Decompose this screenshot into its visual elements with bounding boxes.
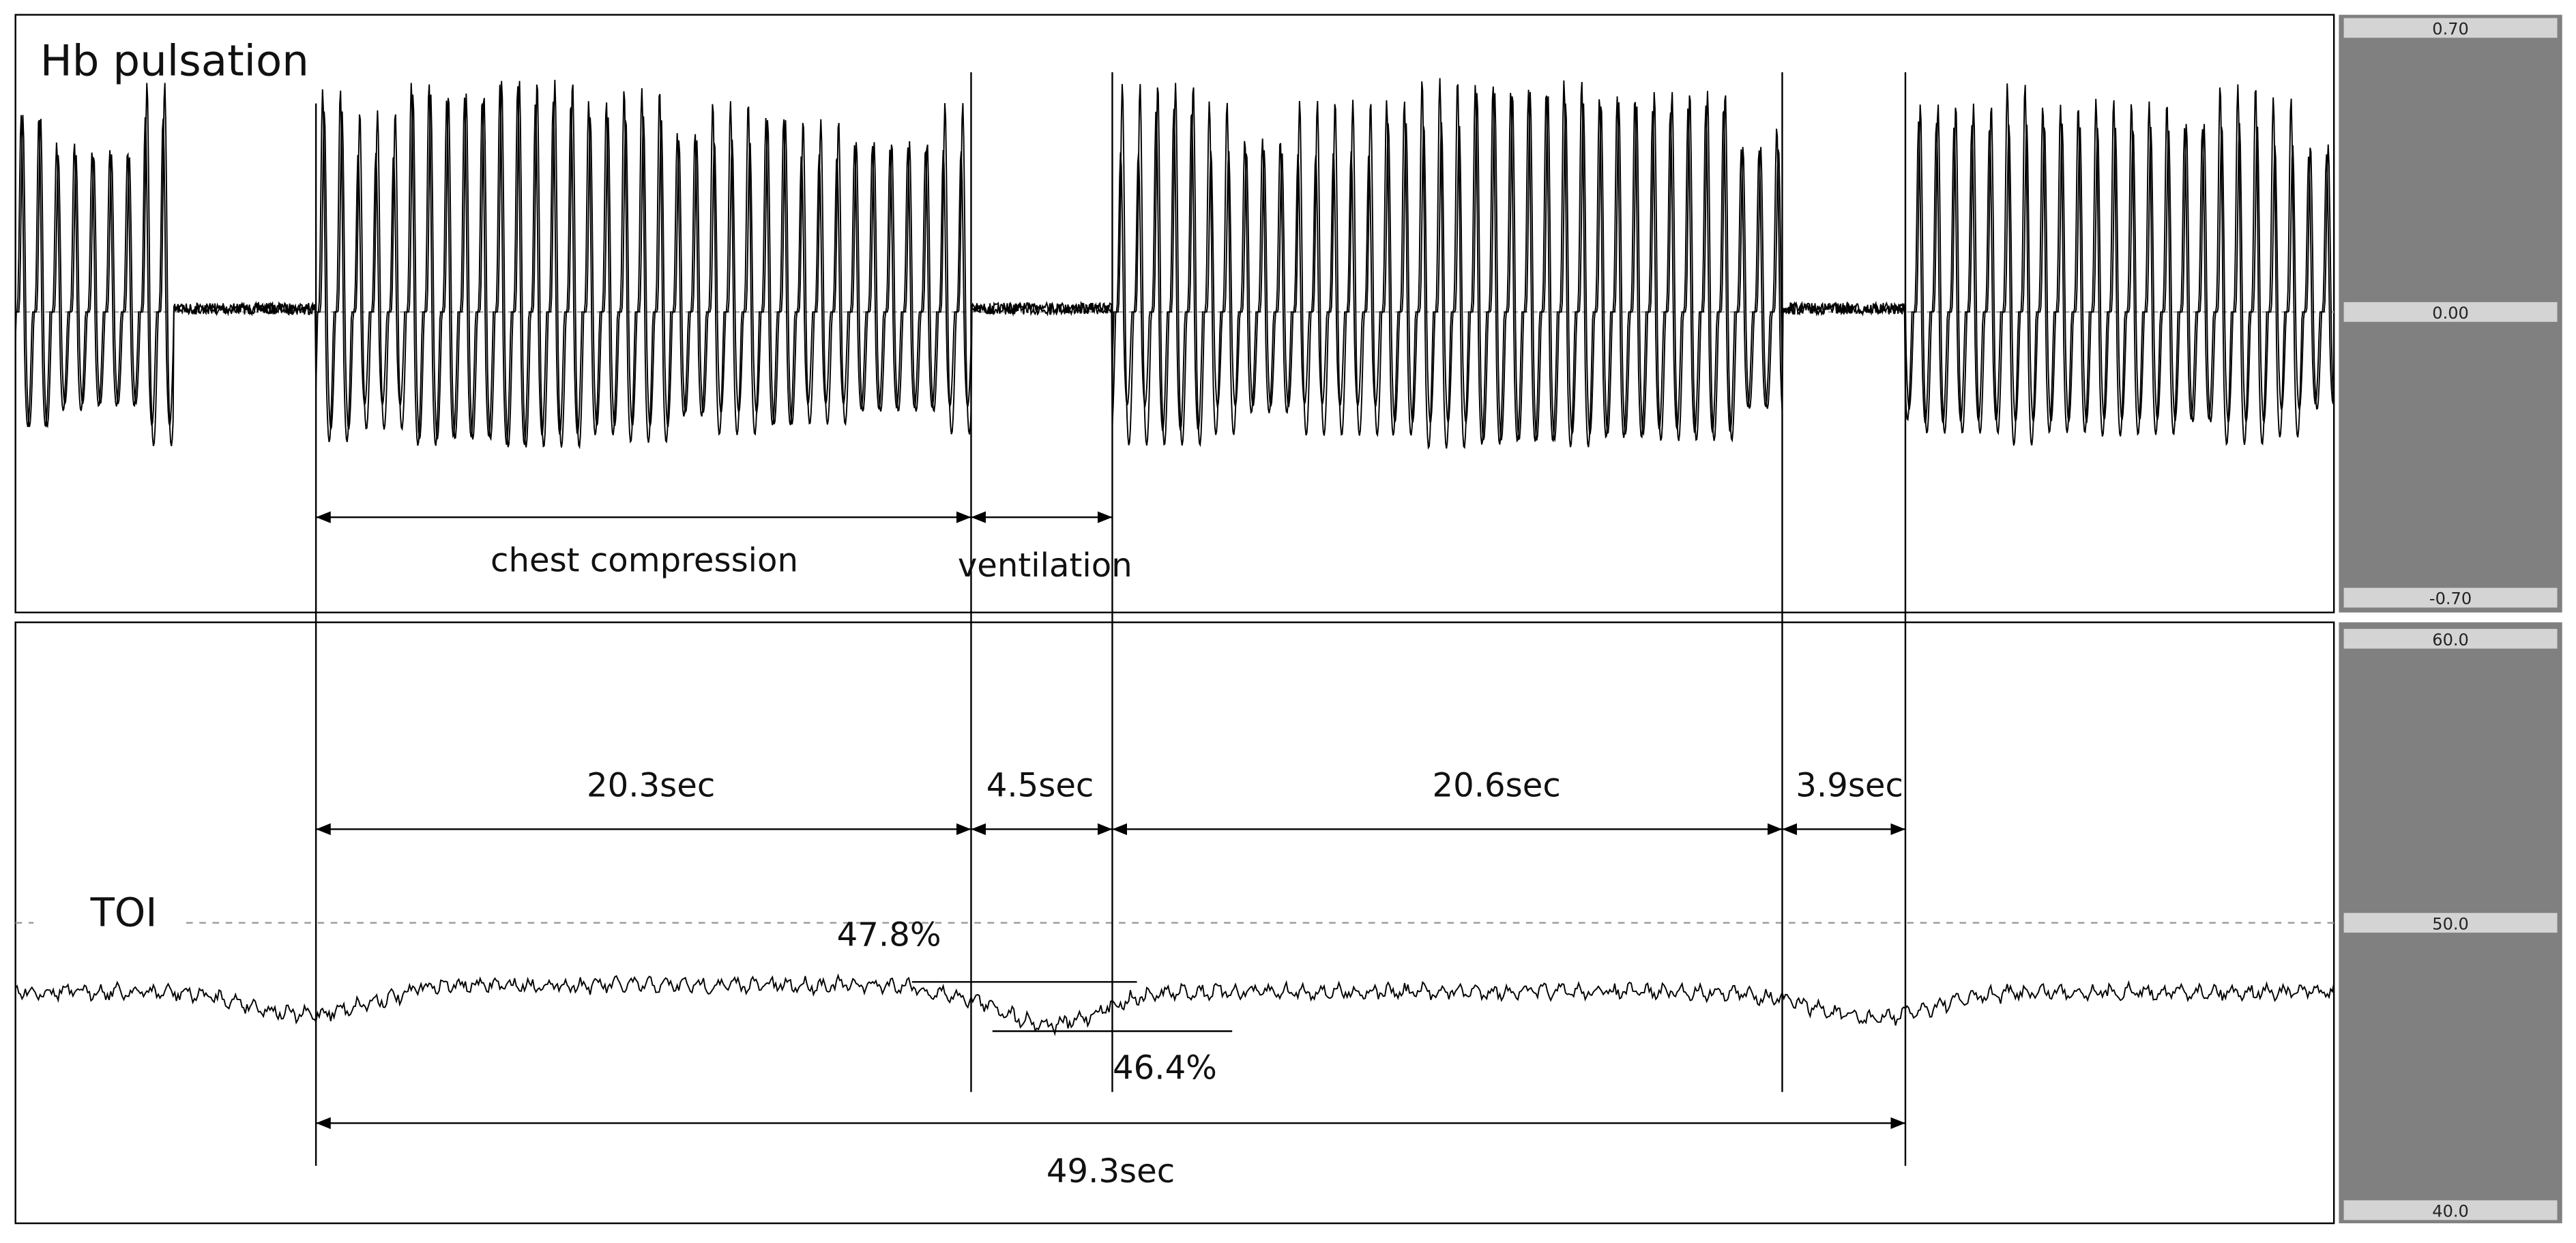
scale-label: 40.0 [2432, 1201, 2469, 1220]
level: 47.8% [837, 916, 941, 954]
scale-label: 50.0 [2432, 914, 2469, 933]
duration: 49.3sec [1046, 1152, 1175, 1190]
duration: 20.6sec [1433, 766, 1561, 804]
scale-panels [2339, 14, 2562, 1224]
duration: 20.3sec [587, 766, 715, 804]
trace [15, 78, 2335, 450]
scale-label: 0.70 [2432, 20, 2469, 39]
duration: 3.9sec [1796, 766, 1903, 804]
scale-label: 60.0 [2432, 630, 2469, 649]
markers [314, 72, 1907, 1166]
label: chest compression [491, 542, 798, 580]
level: 46.4% [1113, 1049, 1217, 1087]
scale-label: -0.70 [2429, 589, 2472, 609]
label: ventilation [958, 546, 1132, 585]
panel-title: Hb pulsation [40, 36, 309, 86]
panel-title: TOI [90, 889, 158, 935]
trace [14, 973, 2335, 1036]
duration: 4.5sec [986, 766, 1094, 804]
waveforms [14, 78, 2335, 1036]
trace [14, 79, 2335, 450]
scale-label: 0.00 [2432, 304, 2469, 323]
